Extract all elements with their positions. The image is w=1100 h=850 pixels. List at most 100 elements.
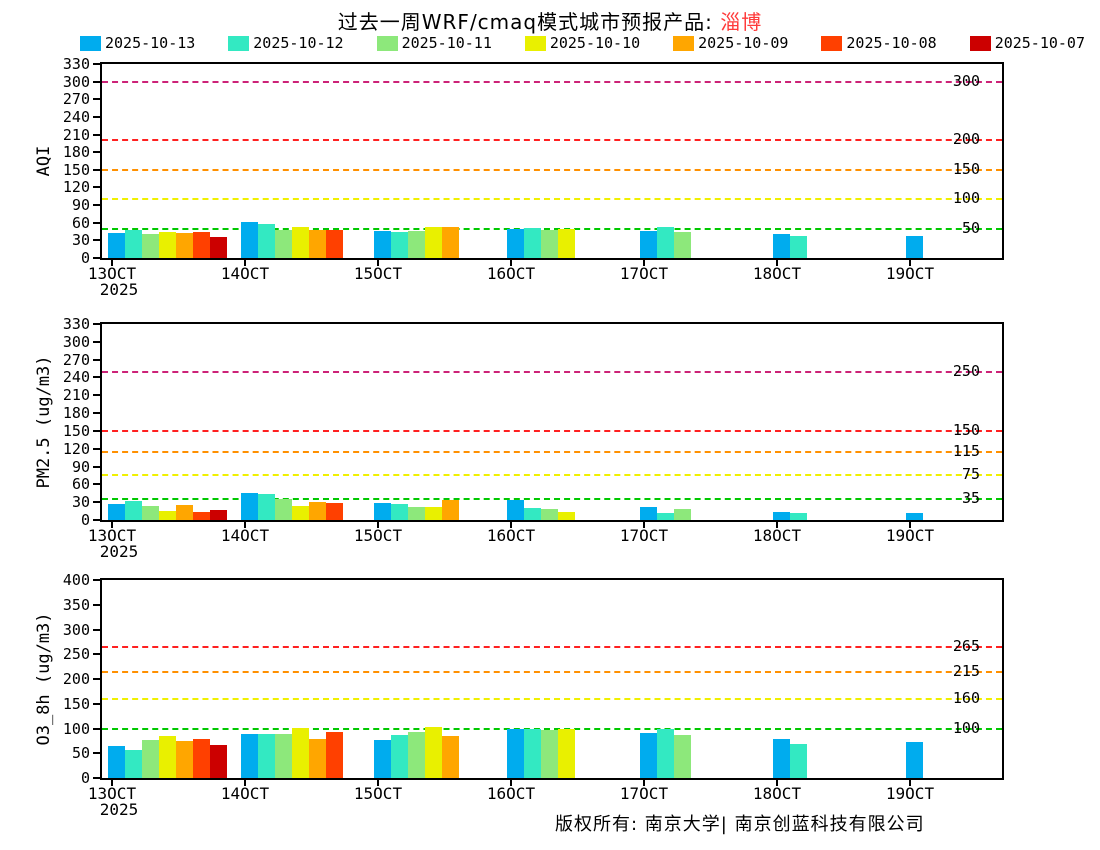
x-tick-label: 19OCT [885, 784, 935, 803]
y-tick-mark [93, 412, 100, 415]
y-tick-mark [93, 63, 100, 65]
x-tick-label: 16OCT [486, 784, 536, 803]
y-tick-label: 350 [62, 595, 90, 614]
x-tick-label: 13OCT [87, 526, 137, 545]
bar-16OCT-2025-10-13 [507, 499, 524, 520]
bar-14OCT-2025-10-12 [258, 224, 275, 258]
reference-line-160 [102, 697, 1002, 700]
y-tick-mark [93, 358, 100, 361]
y-tick-mark [93, 204, 100, 207]
x-tick-mark [776, 520, 778, 528]
x-tick-mark [510, 258, 512, 266]
aqi-panel: AQI 0 30 60 90 120 150 180 210 240 270 300 330 50 100 1… [34, 57, 1004, 298]
y-tick-label: 300 [62, 72, 90, 91]
y-tick-mark [93, 777, 100, 779]
x-tick-label: 13OCT [87, 264, 137, 283]
y-tick-mark [93, 519, 100, 521]
legend-item-2025-10-09: 2025-10-09 [673, 34, 788, 52]
bar-16OCT-2025-10-13 [507, 728, 524, 778]
y-tick-mark [93, 323, 100, 325]
bar-16OCT-2025-10-10 [558, 511, 575, 520]
bar-19OCT-2025-10-13 [906, 235, 923, 258]
x-tick-mark [244, 520, 246, 528]
x-tick-label: 14OCT [220, 526, 270, 545]
reference-line-35 [102, 498, 1002, 501]
y-tick-label: 0 [80, 769, 90, 787]
x-tick-label: 14OCT [220, 784, 270, 803]
reference-line-value: 150 [952, 420, 980, 439]
y-tick-label: 240 [62, 107, 90, 126]
reference-line-value: 35 [961, 489, 980, 508]
bar-15OCT-2025-10-10 [425, 727, 442, 778]
bar-13OCT-2025-10-10 [159, 735, 176, 778]
legend-item-label: 2025-10-08 [846, 34, 937, 52]
y-tick-label: 300 [62, 620, 90, 639]
bar-19OCT-2025-10-13 [906, 513, 923, 520]
bar-13OCT-2025-10-12 [125, 500, 142, 520]
x-tick-mark [909, 520, 911, 528]
x-tick-label: 15OCT [353, 264, 403, 283]
y-tick-label: 180 [62, 404, 90, 423]
bar-13OCT-2025-10-09 [176, 233, 193, 258]
legend-swatch-icon [969, 35, 991, 51]
bar-18OCT-2025-10-13 [773, 234, 790, 258]
x-tick-label: 18OCT [752, 784, 802, 803]
y-tick-label: 330 [62, 315, 90, 333]
legend-item-2025-10-13: 2025-10-13 [80, 34, 195, 52]
reference-line-115 [102, 450, 1002, 453]
y-tick-mark [93, 80, 100, 83]
y-tick-label: 240 [62, 368, 90, 387]
reference-line-215 [102, 670, 1002, 673]
x-tick-label: 17OCT [619, 784, 669, 803]
x-tick-label: 18OCT [752, 264, 802, 283]
y-tick-label: 210 [62, 386, 90, 405]
bar-15OCT-2025-10-10 [425, 506, 442, 520]
legend-item-label: 2025-10-09 [698, 34, 789, 52]
bar-17OCT-2025-10-13 [640, 733, 657, 778]
bar-18OCT-2025-10-13 [773, 738, 790, 778]
x-tick-label: 19OCT [885, 526, 935, 545]
bar-13OCT-2025-10-11 [142, 505, 159, 520]
y-tick-mark [93, 429, 100, 432]
bar-15OCT-2025-10-11 [408, 732, 425, 778]
legend-item-2025-10-11: 2025-10-11 [376, 34, 492, 52]
x-tick-mark [244, 258, 246, 266]
x-tick-mark [111, 258, 113, 266]
x-tick-year-label: 2025 [99, 800, 139, 819]
y-tick-label: 210 [62, 125, 90, 144]
x-tick-label: 17OCT [619, 526, 669, 545]
bar-13OCT-2025-10-08 [193, 738, 210, 778]
reference-line-200 [102, 139, 1002, 142]
y-tick-label: 60 [71, 475, 90, 494]
y-tick-mark [93, 133, 100, 136]
x-tick-mark [643, 520, 645, 528]
x-tick-mark [377, 258, 379, 266]
bar-13OCT-2025-10-11 [142, 234, 159, 258]
legend-item-2025-10-07: 2025-10-07 [969, 34, 1085, 52]
x-tick-label: 18OCT [752, 526, 802, 545]
bar-18OCT-2025-10-12 [790, 513, 807, 520]
bar-13OCT-2025-10-13 [108, 233, 125, 258]
o3-panel: O3_8h (ug/m3) 0 50 100 150 200 250 300 350 400 100… [34, 573, 1004, 818]
bar-15OCT-2025-10-12 [391, 734, 408, 778]
y-tick-label: 330 [62, 55, 90, 73]
x-tick-label: 15OCT [353, 526, 403, 545]
bar-14OCT-2025-10-10 [292, 227, 309, 258]
bar-14OCT-2025-10-11 [275, 229, 292, 258]
reference-line-value: 50 [961, 218, 980, 237]
x-tick-label: 17OCT [619, 264, 669, 283]
reference-line-150 [102, 429, 1002, 432]
bar-13OCT-2025-10-09 [176, 741, 193, 778]
reference-line-value: 75 [961, 465, 980, 484]
bar-17OCT-2025-10-13 [640, 230, 657, 258]
reference-line-value: 100 [952, 189, 980, 208]
y-tick-label: 30 [71, 231, 90, 250]
bar-17OCT-2025-10-12 [657, 512, 674, 520]
bar-16OCT-2025-10-10 [558, 228, 575, 258]
y-axis-label: AQI [34, 145, 54, 177]
bar-13OCT-2025-10-09 [176, 504, 193, 520]
bar-15OCT-2025-10-09 [442, 735, 459, 778]
bar-14OCT-2025-10-10 [292, 505, 309, 520]
reference-line-75 [102, 474, 1002, 477]
